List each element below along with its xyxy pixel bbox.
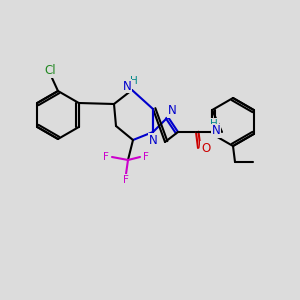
Text: F: F bbox=[143, 152, 149, 162]
Text: H: H bbox=[130, 76, 138, 86]
Text: H: H bbox=[210, 119, 218, 129]
Text: N: N bbox=[123, 80, 131, 92]
Text: F: F bbox=[103, 152, 109, 162]
Text: F: F bbox=[123, 175, 129, 185]
Text: N: N bbox=[148, 134, 158, 146]
Text: N: N bbox=[212, 124, 220, 137]
Text: O: O bbox=[201, 142, 211, 154]
Text: Cl: Cl bbox=[44, 64, 56, 77]
Text: N: N bbox=[168, 104, 176, 118]
